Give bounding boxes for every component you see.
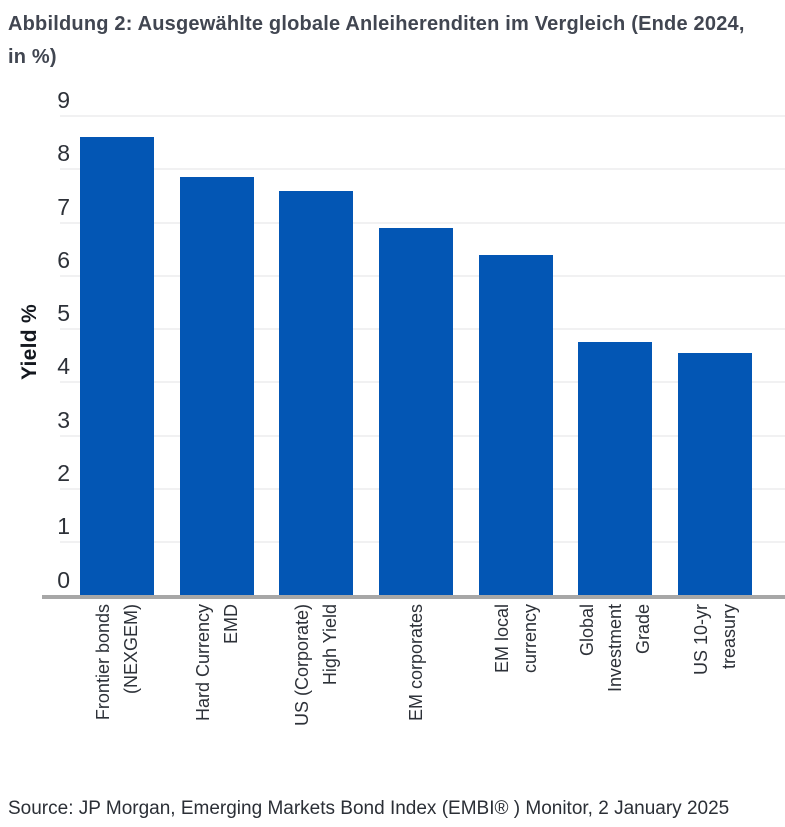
chart-bar xyxy=(379,227,453,596)
figure-title-line2: in %) xyxy=(8,46,57,68)
y-tick-label: 6 xyxy=(57,246,70,273)
y-tick-label: 5 xyxy=(57,300,70,327)
chart-bar xyxy=(179,177,254,596)
chart-bar xyxy=(478,254,553,596)
y-tick-label: 9 xyxy=(57,86,70,113)
chart-bar xyxy=(578,342,653,596)
figure-title-line1: Abbildung 2: Ausgewählte globale Anleihe… xyxy=(8,13,745,35)
x-axis-label: EM local currency xyxy=(491,604,540,674)
y-tick-label: 0 xyxy=(57,566,70,593)
gridline xyxy=(60,168,785,171)
source-note: Source: JP Morgan, Emerging Markets Bond… xyxy=(8,798,730,819)
chart-bar xyxy=(678,353,753,596)
y-tick-label: 7 xyxy=(57,193,70,220)
chart-bar xyxy=(80,137,154,596)
figure-title: Abbildung 2: Ausgewählte globale Anleihe… xyxy=(8,8,778,74)
x-axis-label: Frontier bonds (NEXGEM) xyxy=(93,604,141,721)
gridline xyxy=(60,221,785,224)
x-axis-label: US 10-yr treasury xyxy=(691,604,740,676)
y-tick-label: 4 xyxy=(57,353,70,380)
x-axis-label: EM corporates xyxy=(406,604,426,722)
x-axis-label: Global Investment Grade xyxy=(577,604,654,693)
y-tick-label: 2 xyxy=(57,459,70,486)
x-axis-label: Hard Currency EMD xyxy=(192,604,241,722)
y-tick-label: 1 xyxy=(57,513,70,540)
gridline xyxy=(60,114,785,117)
y-axis-title: Yield % xyxy=(18,304,41,381)
x-axis-label: US (Corporate) High Yield xyxy=(292,604,341,727)
x-axis-line xyxy=(42,595,785,599)
y-tick-label: 8 xyxy=(57,140,70,167)
chart-bar xyxy=(279,190,354,596)
y-tick-label: 3 xyxy=(57,406,70,433)
